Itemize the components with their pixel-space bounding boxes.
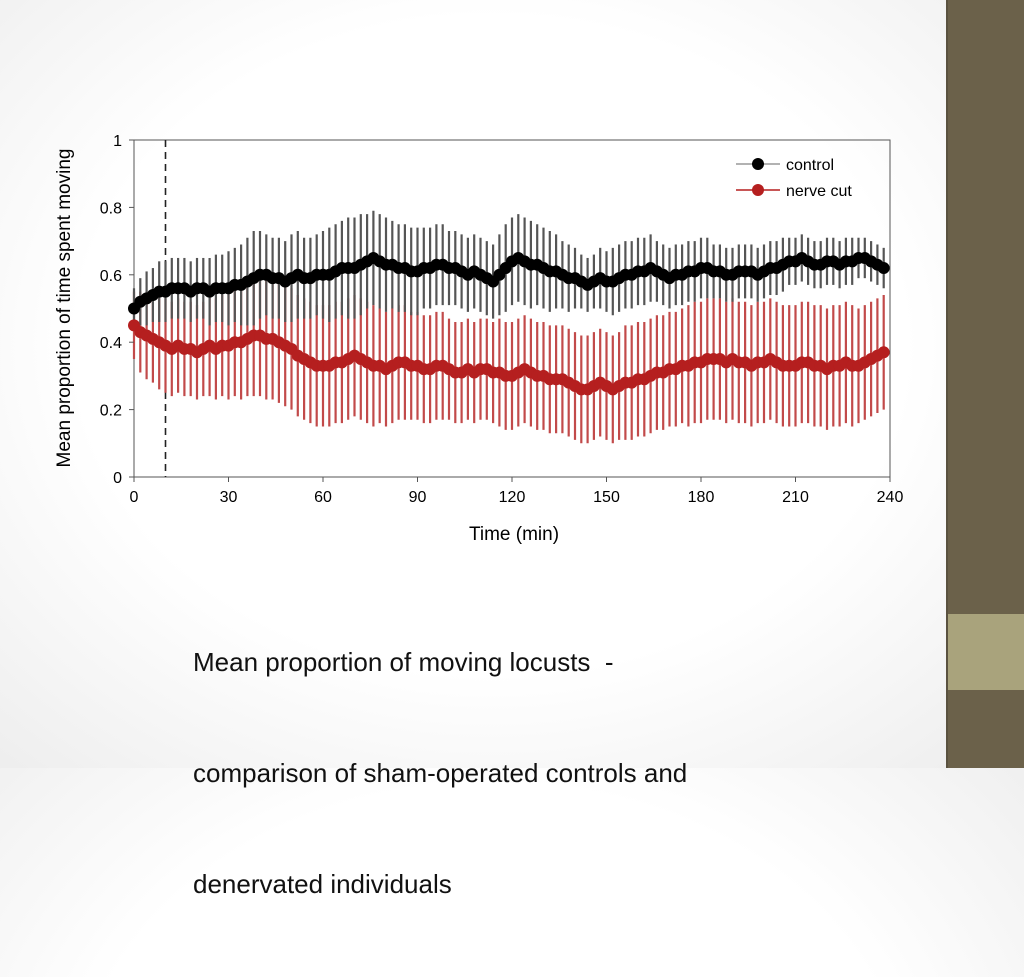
y-tick-label: 0.4 — [100, 335, 122, 352]
x-tick-label: 60 — [314, 489, 332, 506]
point-layer — [128, 251, 890, 396]
legend-marker-nerve-cut — [752, 184, 764, 196]
y-tick-label: 0 — [113, 470, 122, 487]
sidebar-accent-block — [948, 614, 1024, 690]
x-tick-label: 120 — [499, 489, 526, 506]
control-point — [877, 262, 890, 275]
legend: control nerve cut — [736, 157, 852, 200]
sidebar-edge — [946, 0, 948, 768]
slide: 0 30 60 90 120 150 180 210 240 0 0.2 0.4 0.6 0.8 1 Tim… — [54, 133, 904, 899]
tick-layer: 0 30 60 90 120 150 180 210 240 0 0.2 0.4 0.6 0.8 1 — [100, 133, 904, 506]
x-tick-label: 150 — [593, 489, 620, 506]
legend-marker-control — [752, 158, 764, 170]
x-axis-title: Time (min) — [469, 524, 559, 545]
nerve-cut-point — [877, 346, 890, 359]
y-tick-label: 0.2 — [100, 403, 122, 420]
x-tick-label: 180 — [688, 489, 715, 506]
y-axis-title: Mean proportion of time spent moving — [54, 149, 75, 468]
y-tick-label: 0.6 — [100, 268, 122, 285]
y-tick-label: 1 — [113, 133, 122, 150]
caption-line: comparison of sham-operated controls and — [193, 758, 688, 788]
caption-line: Mean proportion of moving locusts - — [193, 647, 614, 677]
x-tick-label: 240 — [877, 489, 904, 506]
x-tick-label: 30 — [220, 489, 238, 506]
y-tick-label: 0.8 — [100, 200, 122, 217]
chart: 0 30 60 90 120 150 180 210 240 0 0.2 0.4 0.6 0.8 1 Tim… — [54, 133, 904, 545]
error-layer — [132, 210, 885, 444]
slide-caption: Mean proportion of moving locusts - comp… — [193, 570, 833, 977]
legend-label-control: control — [786, 157, 834, 174]
x-tick-label: 90 — [409, 489, 427, 506]
x-tick-label: 0 — [130, 489, 139, 506]
x-tick-label: 210 — [782, 489, 809, 506]
caption-line: denervated individuals — [193, 869, 452, 899]
legend-label-nerve-cut: nerve cut — [786, 183, 852, 200]
